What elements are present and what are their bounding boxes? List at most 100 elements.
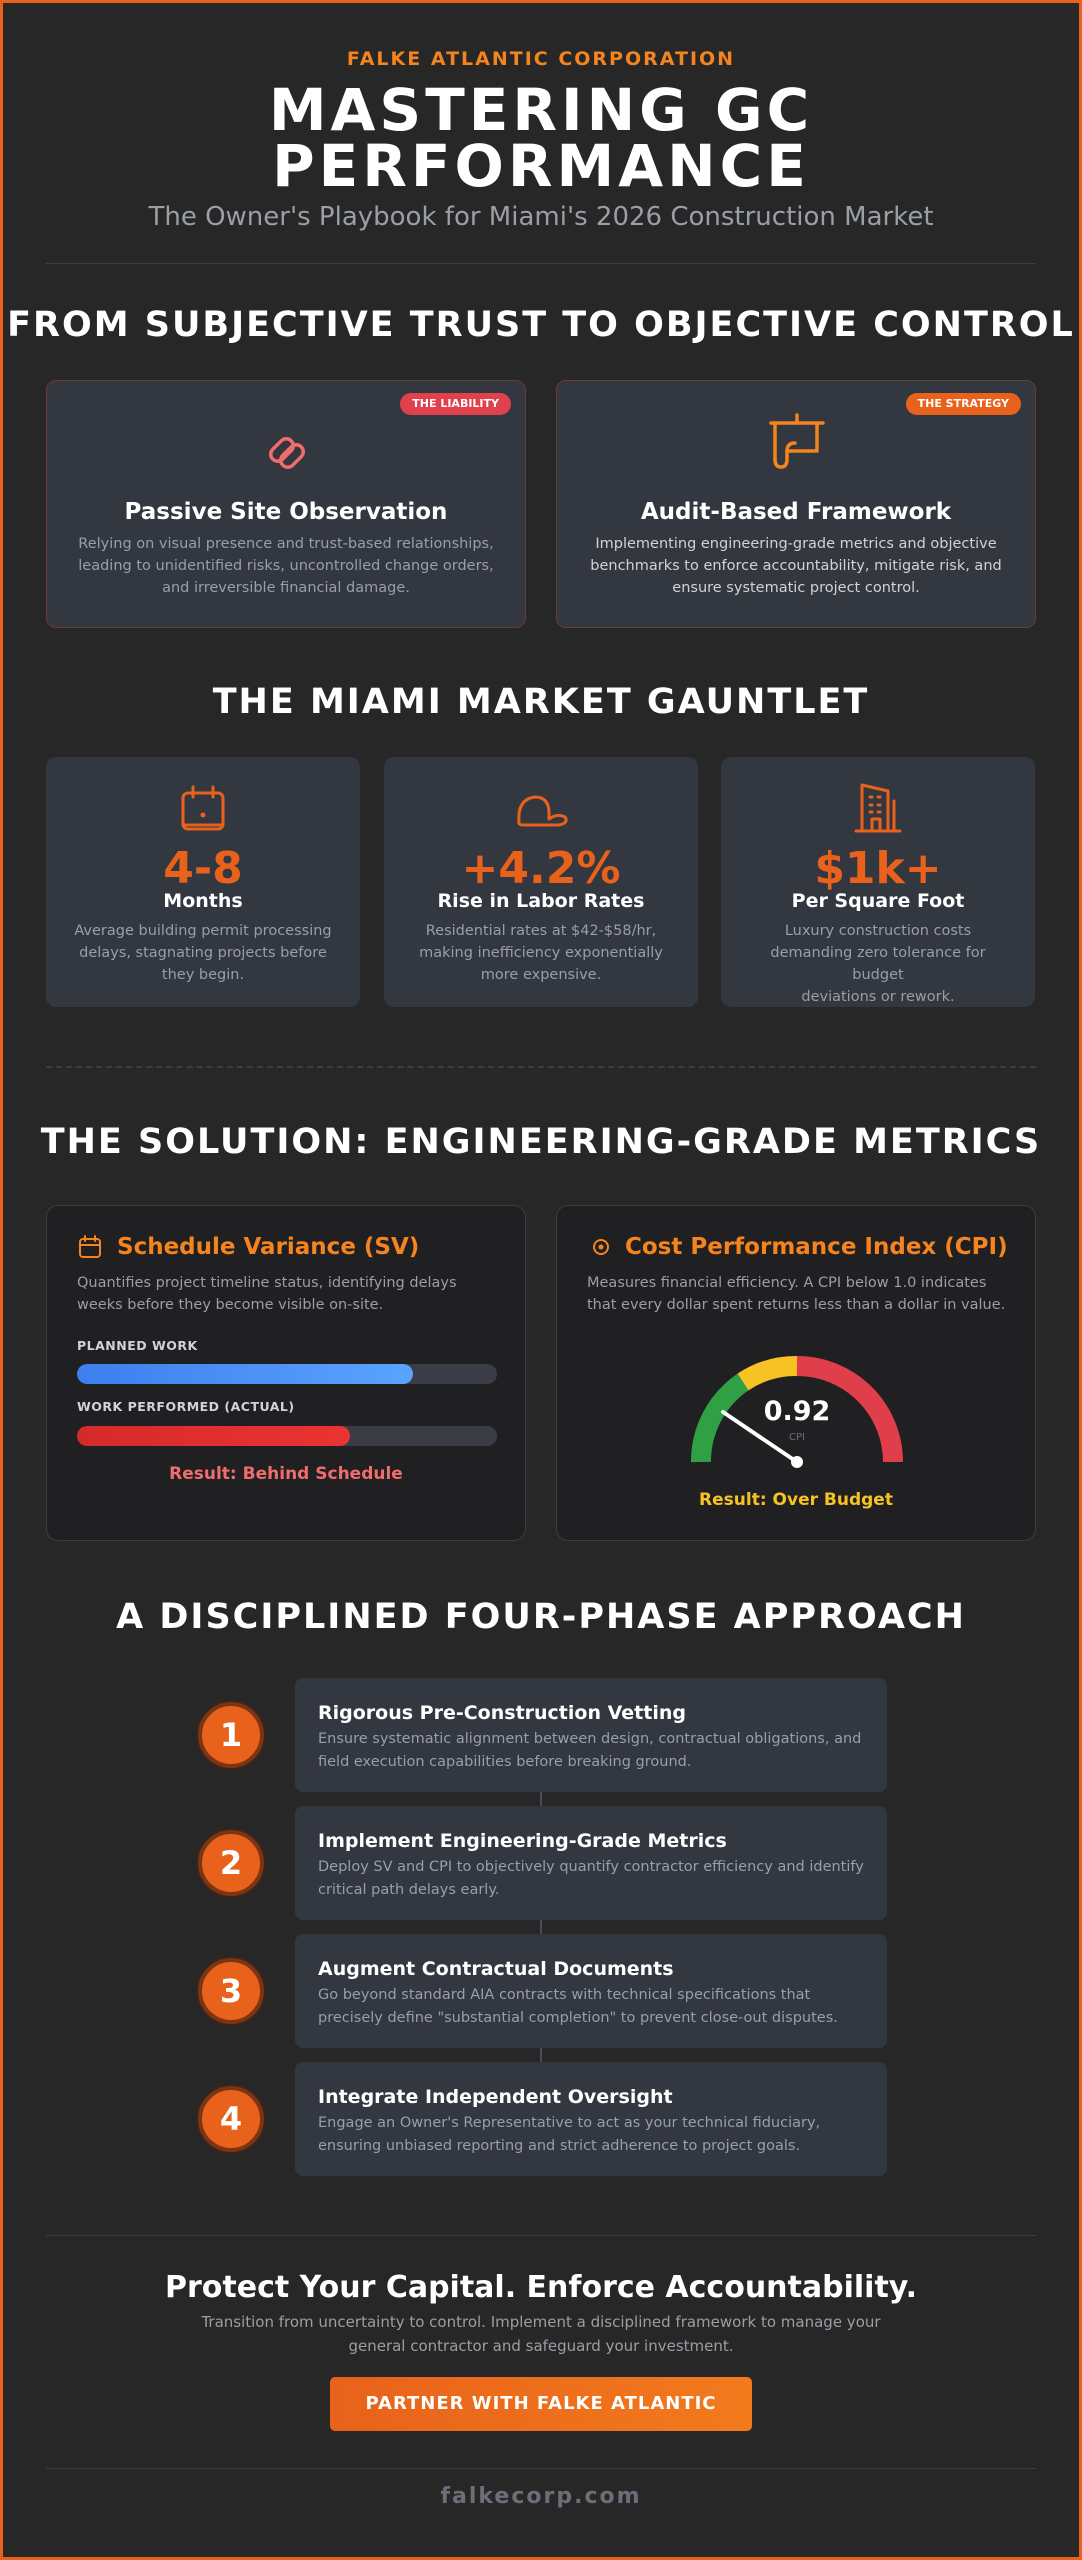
liability-desc-line3: and irreversible financial damage.	[162, 580, 410, 596]
step-4-desc: Engage an Owner's Representative to act …	[318, 2112, 867, 2158]
liability-card-title: Passive Site Observation	[124, 499, 448, 525]
step-3-title: Augment Contractual Documents	[318, 1958, 674, 1980]
stat-label-labor: Rise in Labor Rates	[437, 890, 645, 912]
stat-desc-line: they begin.	[161, 967, 245, 983]
page-subtitle: The Owner's Playbook for Miami's 2026 Co…	[148, 202, 934, 232]
actual-work-label: WORK PERFORMED (ACTUAL)	[77, 1399, 295, 1414]
step-connector	[540, 1920, 542, 1940]
stat-desc-line: deviations or rework.	[801, 989, 955, 1005]
step-desc-line: critical path delays early.	[318, 1882, 500, 1898]
step-1-desc: Ensure systematic alignment between desi…	[318, 1728, 867, 1774]
gauge-caption: CPI	[789, 1432, 805, 1443]
step-1-title: Rigorous Pre-Construction Vetting	[318, 1702, 686, 1724]
strategy-badge: THE STRATEGY	[905, 393, 1021, 415]
strategy-card-title: Audit-Based Framework	[640, 499, 952, 525]
sv-card: Schedule Variance (SV) Quantifies projec…	[46, 1205, 526, 1541]
footer-divider	[46, 2468, 1036, 2469]
cpi-desc-line2: that every dollar spent returns less tha…	[587, 1297, 1006, 1313]
step-desc-line: Ensure systematic alignment between desi…	[318, 1731, 862, 1747]
actual-work-bar	[77, 1426, 497, 1446]
sv-desc-line2: weeks before they become visible on-site…	[77, 1297, 384, 1313]
liability-badge: THE LIABILITY	[400, 393, 511, 415]
hard-hat-icon	[511, 787, 571, 835]
step-2-card: Implement Engineering-Grade Metrics Depl…	[295, 1806, 887, 1920]
step-4-card: Integrate Independent Oversight Engage a…	[295, 2062, 887, 2176]
step-desc-line: precisely define "substantial completion…	[318, 2010, 838, 2026]
step-connector	[540, 1792, 542, 1812]
step-2-number: 2	[198, 1830, 264, 1896]
footer-link[interactable]: falkecorp.com	[440, 2484, 642, 2509]
step-desc-line: ensuring unbiased reporting and strict a…	[318, 2138, 801, 2154]
strategy-card-desc: Implementing engineering-grade metrics a…	[587, 533, 1005, 599]
cta-desc: Transition from uncertainty to control. …	[0, 2310, 1082, 2358]
broken-link-icon	[255, 419, 319, 483]
stat-label-sqft: Per Square Foot	[791, 890, 965, 912]
stat-card-sqft: $1k+ Per Square Foot Luxury construction…	[721, 757, 1035, 1007]
stat-desc-line: Average building permit processing	[74, 923, 332, 939]
cpi-title: Cost Performance Index (CPI)	[625, 1234, 1008, 1260]
cpi-desc: Measures financial efficiency. A CPI bel…	[587, 1272, 1005, 1316]
coin-icon	[591, 1237, 611, 1257]
page-title: MASTERING GC PERFORMANCE	[0, 76, 1082, 200]
sv-title: Schedule Variance (SV)	[117, 1234, 420, 1260]
sv-result: Result: Behind Schedule	[169, 1464, 403, 1484]
cta-divider	[46, 2235, 1036, 2236]
stat-card-labor: +4.2% Rise in Labor Rates Residential ra…	[384, 757, 698, 1007]
section-title-solution: THE SOLUTION: ENGINEERING-GRADE METRICS	[40, 1122, 1042, 1162]
step-3-card: Augment Contractual Documents Go beyond …	[295, 1934, 887, 2048]
building-icon	[852, 781, 904, 835]
partner-button[interactable]: PARTNER WITH FALKE ATLANTIC	[330, 2377, 752, 2431]
cta-desc-line2: general contractor and safeguard your in…	[348, 2337, 734, 2355]
strategy-desc-line1: Implementing engineering-grade metrics a…	[595, 536, 997, 552]
step-3-desc: Go beyond standard AIA contracts with te…	[318, 1984, 867, 2030]
step-desc-line: Go beyond standard AIA contracts with te…	[318, 1987, 811, 2003]
page-title-line2: PERFORMANCE	[272, 132, 810, 200]
planned-work-label: PLANNED WORK	[77, 1338, 198, 1353]
stat-desc-line: more expensive.	[480, 967, 602, 983]
stat-card-permits: 4-8 Months Average building permit proce…	[46, 757, 360, 1007]
stat-desc-line: Luxury construction costs	[784, 923, 972, 939]
step-1-number: 1	[198, 1702, 264, 1768]
stat-desc-permits: Average building permit processing delay…	[70, 920, 336, 986]
stat-desc-line: Residential rates at $42-$58/hr,	[425, 923, 657, 939]
cpi-result: Result: Over Budget	[699, 1490, 893, 1510]
strategy-desc-line3: ensure systematic project control.	[672, 580, 920, 596]
stat-value-sqft: $1k+	[814, 843, 942, 894]
sv-desc-line1: Quantifies project timeline status, iden…	[77, 1275, 457, 1291]
sv-desc: Quantifies project timeline status, iden…	[77, 1272, 457, 1316]
step-4-number: 4	[198, 2086, 264, 2152]
strategy-card: THE STRATEGY Audit-Based Framework Imple…	[556, 380, 1036, 628]
cpi-desc-line1: Measures financial efficiency. A CPI bel…	[587, 1275, 987, 1291]
section-title-gauntlet: THE MIAMI MARKET GAUNTLET	[212, 682, 870, 722]
cta-desc-line1: Transition from uncertainty to control. …	[201, 2313, 881, 2331]
step-desc-line: Deploy SV and CPI to objectively quantif…	[318, 1859, 864, 1875]
stat-value-permits: 4-8	[163, 843, 243, 894]
gauge-arc-red	[796, 1356, 903, 1463]
gauge-hub	[791, 1456, 803, 1468]
liability-desc-line2: leading to unidentified risks, uncontrol…	[78, 558, 494, 574]
actual-work-fill	[77, 1426, 350, 1446]
stat-desc-sqft: Luxury construction costs demanding zero…	[745, 920, 1011, 1008]
step-4-title: Integrate Independent Oversight	[318, 2086, 673, 2108]
planned-work-fill	[77, 1364, 413, 1384]
gauge-arc-green	[690, 1373, 749, 1463]
liability-desc-line1: Relying on visual presence and trust-bas…	[78, 536, 494, 552]
company-eyebrow: FALKE ATLANTIC CORPORATION	[346, 48, 736, 70]
section-title-approach: A DISCIPLINED FOUR-PHASE APPROACH	[116, 1597, 966, 1637]
section-divider-dashed	[46, 1066, 1036, 1068]
step-desc-line: field execution capabilities before brea…	[318, 1754, 692, 1770]
stat-desc-line: demanding zero tolerance for budget	[770, 945, 986, 983]
cta-title: Protect Your Capital. Enforce Accountabi…	[165, 2270, 917, 2305]
stat-value-labor: +4.2%	[461, 843, 621, 894]
step-3-number: 3	[198, 1958, 264, 2024]
gauge-needle	[721, 1410, 799, 1464]
section-title-trust: FROM SUBJECTIVE TRUST TO OBJECTIVE CONTR…	[7, 305, 1075, 345]
step-2-desc: Deploy SV and CPI to objectively quantif…	[318, 1856, 867, 1902]
step-1-card: Rigorous Pre-Construction Vetting Ensure…	[295, 1678, 887, 1792]
stat-label-permits: Months	[163, 890, 243, 912]
gauge-value: 0.92	[763, 1396, 831, 1427]
page-title-line1: MASTERING GC	[268, 76, 814, 144]
liability-card-desc: Relying on visual presence and trust-bas…	[77, 533, 495, 599]
planned-work-bar	[77, 1364, 497, 1384]
step-connector	[540, 2048, 542, 2068]
